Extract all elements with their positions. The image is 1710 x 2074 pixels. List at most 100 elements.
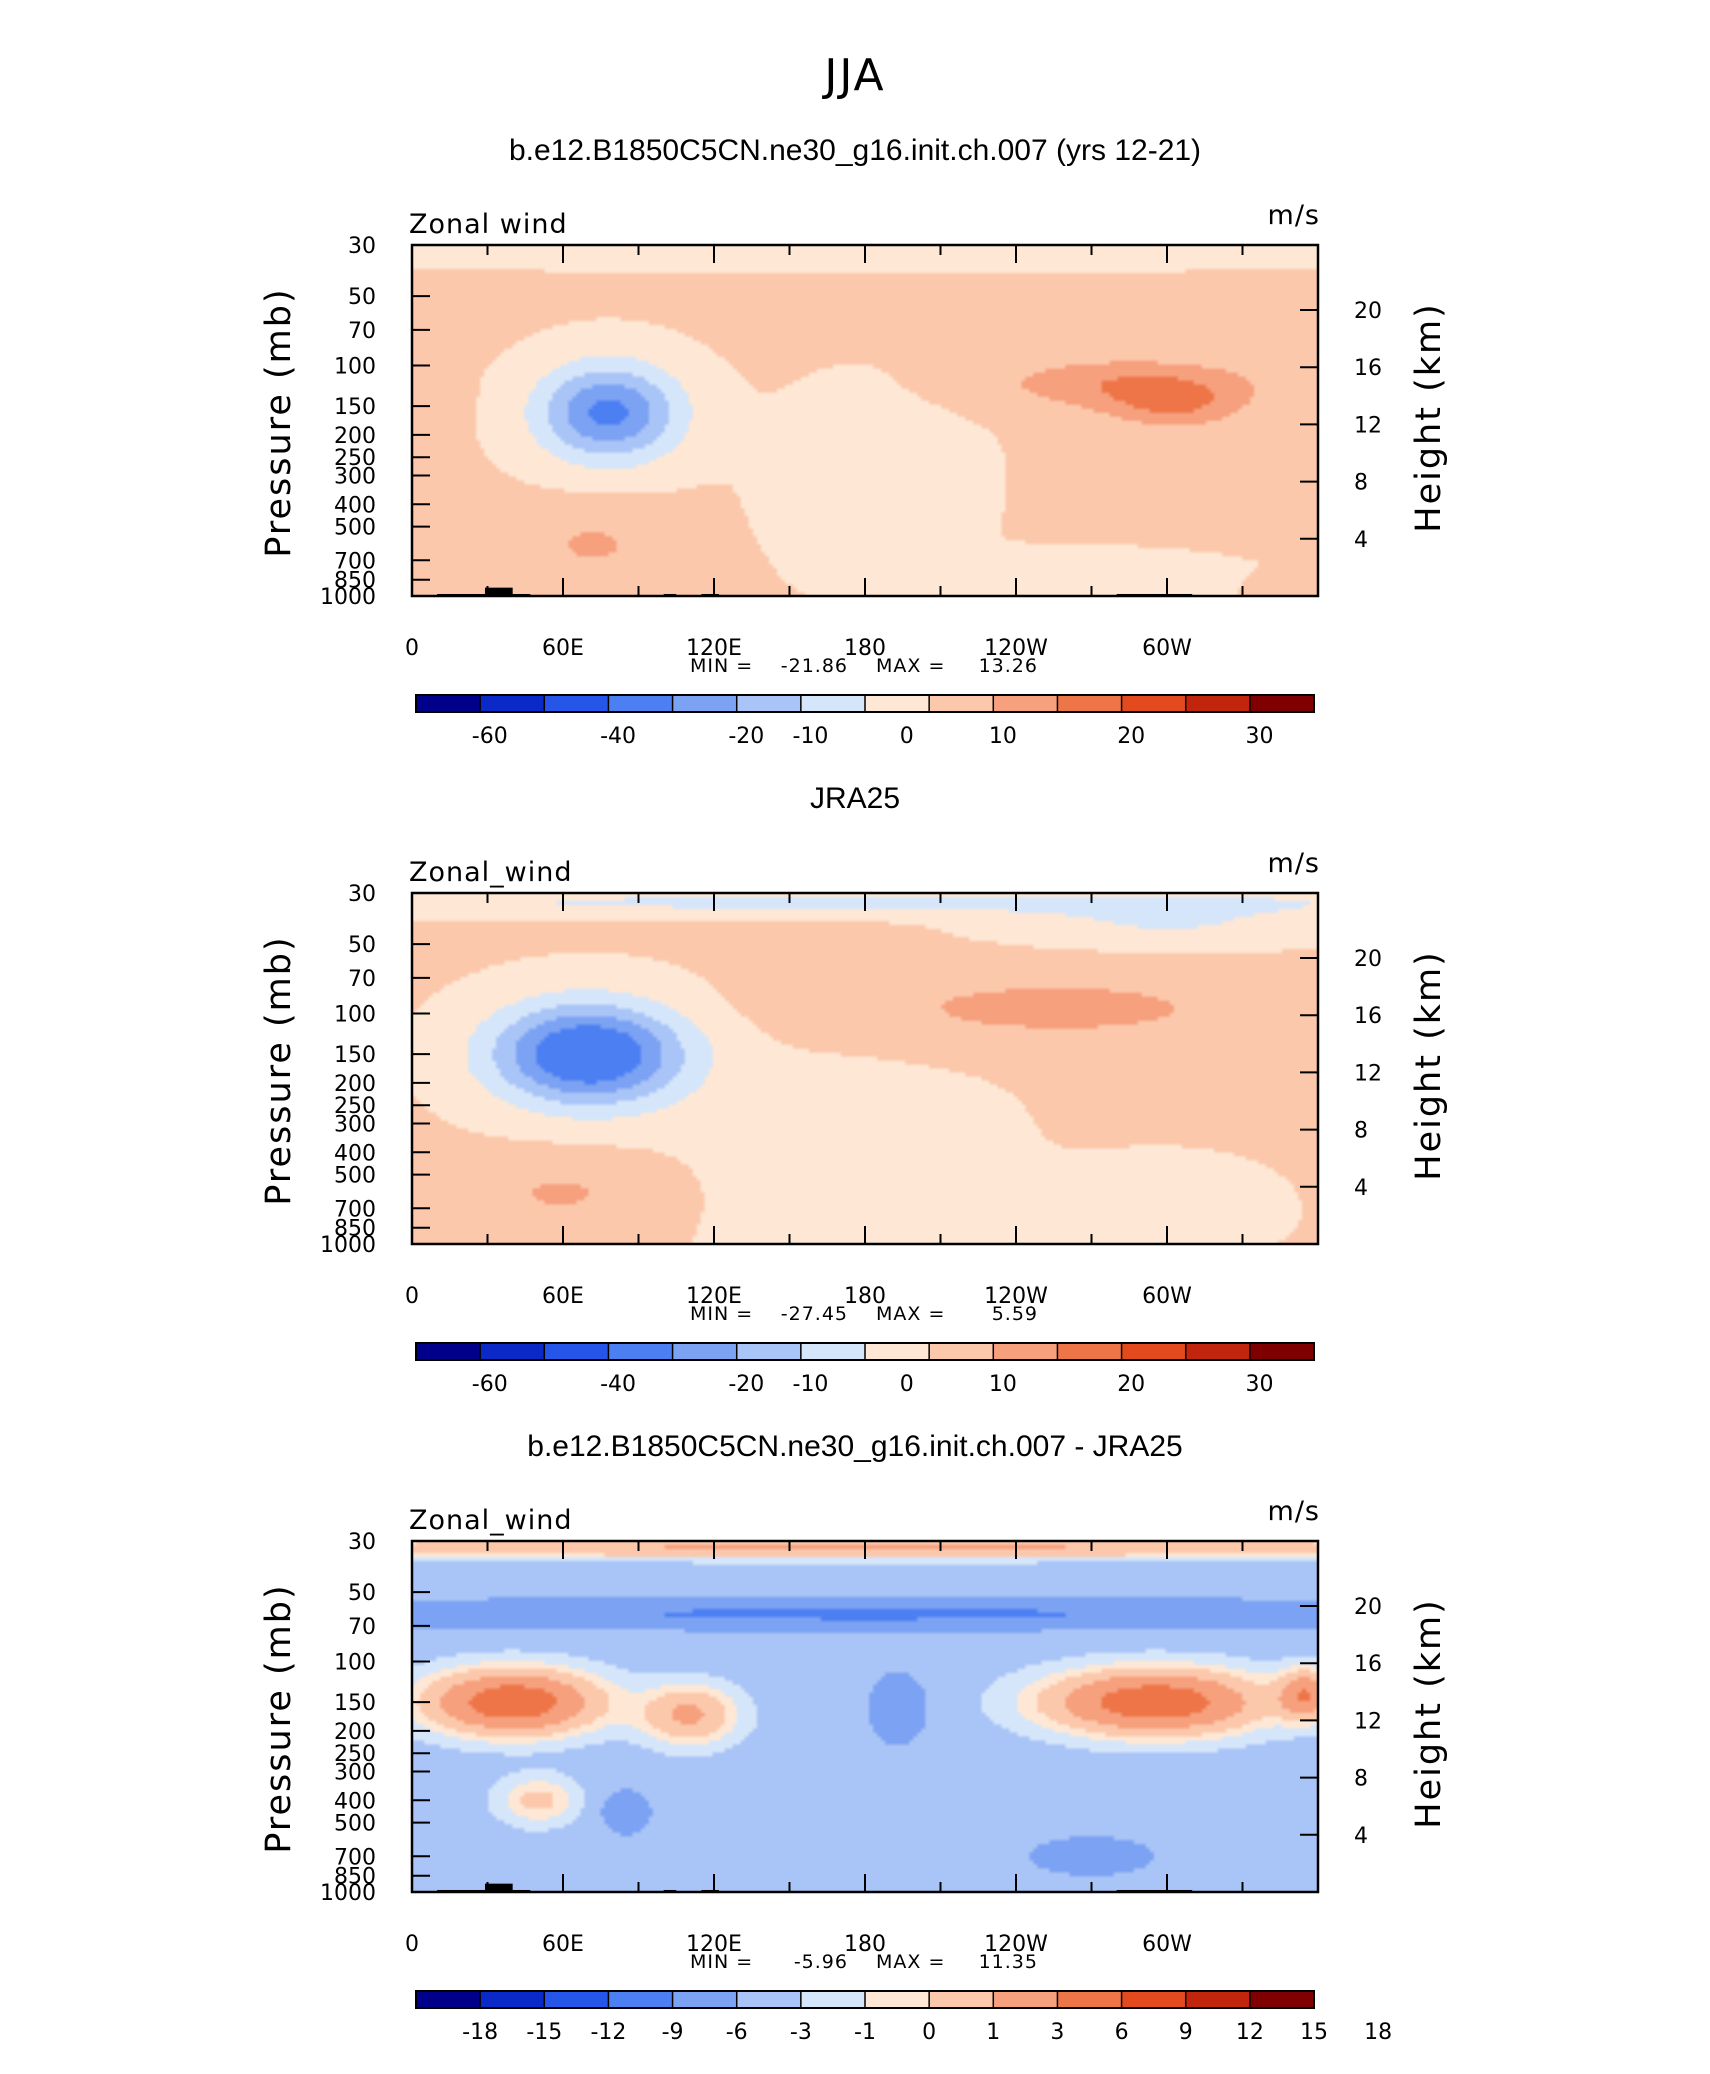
figure-title: JJA	[821, 50, 885, 101]
y-tick-label: 70	[348, 967, 376, 992]
contour-field	[412, 1541, 1318, 1892]
colorbar-swatch	[1249, 695, 1315, 712]
x-tick-label: 0	[405, 1932, 419, 1957]
y-tick-label: 250	[334, 1094, 376, 1119]
x-tick-label: 120W	[984, 1932, 1048, 1957]
colorbar: -60 -40 -20 -10 0 10 20 30	[415, 694, 1315, 749]
min-label: MIN =	[690, 1303, 753, 1325]
colorbar-swatch	[480, 695, 545, 712]
colorbar-label: -6	[726, 2020, 748, 2045]
max-label: MAX =	[876, 1951, 945, 1973]
colorbar-label: 12	[1236, 2020, 1264, 2045]
x-tick-label: 120W	[984, 1284, 1048, 1309]
x-tick-label: 120E	[686, 636, 742, 661]
colorbar-swatch	[800, 1991, 866, 2008]
y2-tick-label: 12	[1354, 413, 1382, 438]
y2-tick-label: 4	[1354, 1176, 1368, 1201]
colorbar-swatch	[672, 1343, 738, 1360]
colorbar-label: 20	[1117, 1372, 1145, 1397]
colorbar-swatch	[1057, 1991, 1123, 2008]
panel-model: b.e12.B1850C5CN.ne30_g16.init.ch.007 (yr…	[259, 134, 1449, 749]
y-tick-label: 50	[348, 933, 376, 958]
colorbar-swatch	[416, 1991, 481, 2008]
colorbar-swatch	[544, 1991, 609, 2008]
max-label: MAX =	[876, 1303, 945, 1325]
variable-label: Zonal_wind	[409, 857, 573, 888]
units-label: m/s	[1268, 200, 1320, 231]
y-tick-label: 150	[334, 1043, 376, 1068]
y2-tick-label: 4	[1354, 1824, 1368, 1849]
colorbar-swatch	[736, 1343, 802, 1360]
y-tick-label: 100	[334, 1003, 376, 1028]
contour-field	[412, 245, 1318, 596]
y-tick-label: 500	[334, 1164, 376, 1189]
y2-tick-label: 16	[1354, 1004, 1382, 1029]
colorbar-swatch	[416, 1343, 481, 1360]
colorbar-label: 30	[1245, 1372, 1273, 1397]
panel-diff: b.e12.B1850C5CN.ne30_g16.init.ch.007 - J…	[259, 1430, 1449, 2045]
y-tick-label: 150	[334, 395, 376, 420]
y-tick-label: 700	[334, 549, 376, 574]
colorbar-swatch	[608, 1991, 674, 2008]
y2-tick-label: 8	[1354, 1767, 1368, 1792]
colorbar-frame	[415, 1990, 1315, 2009]
min-value: -27.45	[781, 1303, 848, 1325]
y-tick-label: 500	[334, 516, 376, 541]
y-tick-label: 400	[334, 1141, 376, 1166]
y2-axis-label: Height (km)	[1409, 1598, 1449, 1829]
colorbar-label: -40	[600, 1372, 636, 1397]
x-tick-label: 60E	[542, 1932, 584, 1957]
min-label: MIN =	[690, 1951, 753, 1973]
colorbar-swatch	[1121, 695, 1187, 712]
y-tick-label: 50	[348, 1581, 376, 1606]
colorbar-label: 10	[989, 1372, 1017, 1397]
colorbar-label: -15	[526, 2020, 562, 2045]
y-axis-label: Pressure (mb)	[259, 287, 299, 557]
y-tick-label: 70	[348, 319, 376, 344]
panel-title: b.e12.B1850C5CN.ne30_g16.init.ch.007 (yr…	[509, 134, 1201, 167]
panel-obs: JRA25 Zonal_wind m/s 0 60E 120E 180 120W 60W 30 50…	[259, 782, 1449, 1397]
min-label: MIN =	[690, 655, 753, 677]
y-tick-label: 1000	[320, 1233, 376, 1258]
x-tick-label: 60W	[1142, 636, 1192, 661]
y-axis-label: Pressure (mb)	[259, 1583, 299, 1853]
colorbar-label: -60	[472, 1372, 508, 1397]
colorbar-label: 3	[1050, 2020, 1064, 2045]
colorbar-swatch	[1121, 1343, 1187, 1360]
colorbar-swatch	[929, 1991, 994, 2008]
colorbar-label: 1	[986, 2020, 1000, 2045]
x-tick-label: 60E	[542, 1284, 584, 1309]
variable-label: Zonal_wind	[409, 1505, 573, 1536]
y-tick-label: 50	[348, 285, 376, 310]
y-tick-label: 250	[334, 446, 376, 471]
colorbar-swatch	[865, 1343, 930, 1360]
y-tick-label: 850	[334, 1865, 376, 1890]
colorbar-swatch	[480, 1991, 545, 2008]
colorbar-swatch	[544, 1343, 609, 1360]
colorbar-swatch	[1057, 1343, 1123, 1360]
colorbar-swatch	[1249, 1343, 1315, 1360]
y2-tick-label: 8	[1354, 1119, 1368, 1144]
y-tick-label: 100	[334, 1651, 376, 1676]
colorbar-label: -1	[854, 2020, 876, 2045]
colorbar-label: -9	[662, 2020, 684, 2045]
colorbar-swatch	[736, 695, 802, 712]
max-label: MAX =	[876, 655, 945, 677]
colorbar-label: 15	[1300, 2020, 1328, 2045]
colorbar-swatch	[865, 695, 930, 712]
y-tick-label: 30	[348, 1530, 376, 1555]
x-tick-label: 0	[405, 1284, 419, 1309]
y-tick-label: 700	[334, 1197, 376, 1222]
colorbar-swatch	[1185, 1343, 1251, 1360]
colorbar-label: 0	[900, 1372, 914, 1397]
colorbar-swatch	[672, 695, 738, 712]
y-tick-label: 400	[334, 1789, 376, 1814]
y-tick-label: 30	[348, 234, 376, 259]
colorbar-swatch	[1185, 1991, 1251, 2008]
colorbar-swatch	[929, 695, 994, 712]
panel-title: JRA25	[810, 782, 900, 815]
colorbar-label: 0	[900, 724, 914, 749]
colorbar-label: 0	[922, 2020, 936, 2045]
y-tick-label: 200	[334, 1720, 376, 1745]
